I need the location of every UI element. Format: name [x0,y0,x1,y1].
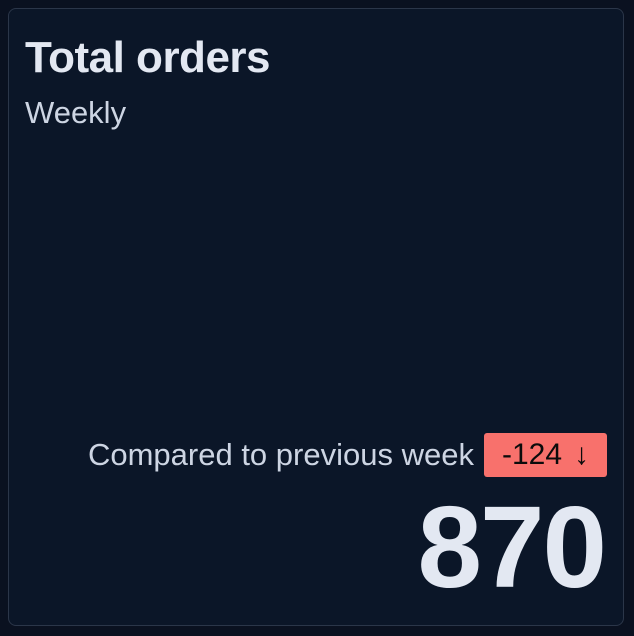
comparison-row: Compared to previous week -124 ↓ [88,433,607,477]
delta-badge: -124 ↓ [483,433,607,477]
comparison-label: Compared to previous week [87,437,474,472]
card-title: Total orders [25,33,271,82]
metric-value: 870 [417,482,607,612]
delta-value: -124 [501,438,562,471]
total-orders-card: Total orders Weekly Compared to previous… [8,8,624,626]
arrow-down-icon: ↓ [574,438,589,471]
card-subtitle: Weekly [25,95,127,130]
